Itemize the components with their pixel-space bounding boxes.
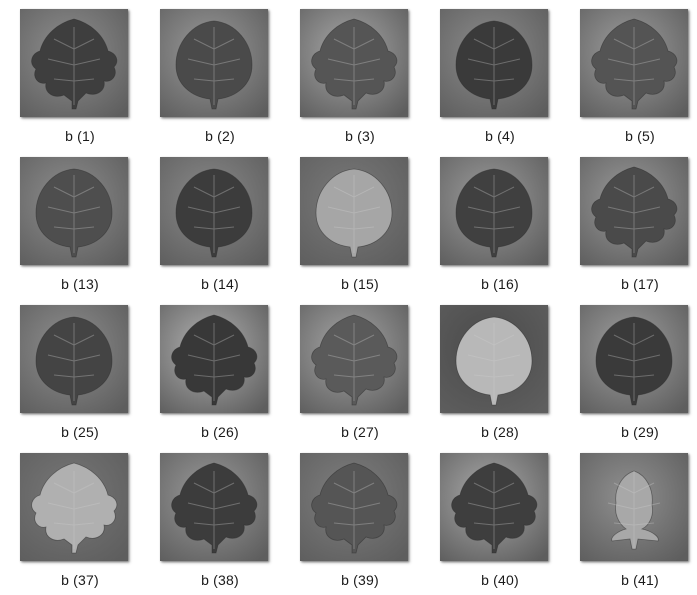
gallery-item[interactable]: b (1): [10, 9, 130, 151]
leaf-thumbnail-image[interactable]: [300, 9, 408, 117]
leaf-thumbnail-image[interactable]: [160, 157, 268, 265]
leaf-thumbnail-image[interactable]: [580, 305, 688, 413]
file-name-label: b (14): [201, 276, 239, 292]
leaf-image: [440, 9, 548, 117]
leaf-image: [580, 305, 688, 413]
file-name-label: b (26): [201, 424, 239, 440]
leaf-image: [20, 9, 128, 117]
leaf-thumbnail-image[interactable]: [580, 453, 688, 561]
file-name-label: b (29): [621, 424, 659, 440]
gallery-item[interactable]: b (38): [150, 453, 270, 595]
leaf-thumbnail-image[interactable]: [580, 157, 688, 265]
leaf-image: [440, 157, 548, 265]
gallery-item[interactable]: b (14): [150, 157, 270, 299]
file-name-label: b (15): [341, 276, 379, 292]
file-name-label: b (2): [205, 128, 235, 144]
gallery-item[interactable]: b (2): [150, 9, 270, 151]
leaf-thumbnail-image[interactable]: [440, 9, 548, 117]
gallery-item[interactable]: b (37): [10, 453, 130, 595]
leaf-image: [20, 157, 128, 265]
gallery-item[interactable]: b (41): [570, 453, 690, 595]
gallery-item[interactable]: b (5): [570, 9, 690, 151]
gallery-item[interactable]: b (26): [150, 305, 270, 447]
leaf-image: [160, 453, 268, 561]
file-name-label: b (25): [61, 424, 99, 440]
leaf-thumbnail-image[interactable]: [160, 305, 268, 413]
gallery-item[interactable]: b (15): [290, 157, 410, 299]
file-name-label: b (41): [621, 572, 659, 588]
leaf-image: [160, 305, 268, 413]
file-name-label: b (40): [481, 572, 519, 588]
gallery-item[interactable]: b (16): [430, 157, 550, 299]
leaf-thumbnail-image[interactable]: [440, 305, 548, 413]
gallery-item[interactable]: b (28): [430, 305, 550, 447]
file-name-label: b (37): [61, 572, 99, 588]
file-name-label: b (1): [65, 128, 95, 144]
file-name-label: b (16): [481, 276, 519, 292]
leaf-image: [300, 453, 408, 561]
gallery-item[interactable]: b (40): [430, 453, 550, 595]
file-name-label: b (28): [481, 424, 519, 440]
leaf-image: [20, 453, 128, 561]
leaf-image: [440, 453, 548, 561]
leaf-image: [20, 305, 128, 413]
leaf-thumbnail-image[interactable]: [160, 453, 268, 561]
leaf-image: [160, 9, 268, 117]
leaf-thumbnail-image[interactable]: [300, 157, 408, 265]
file-name-label: b (4): [485, 128, 515, 144]
leaf-image: [580, 157, 688, 265]
file-name-label: b (3): [345, 128, 375, 144]
gallery-item[interactable]: b (25): [10, 305, 130, 447]
file-name-label: b (27): [341, 424, 379, 440]
gallery-item[interactable]: b (29): [570, 305, 690, 447]
leaf-image: [300, 9, 408, 117]
leaf-thumbnail-image[interactable]: [160, 9, 268, 117]
gallery-item[interactable]: b (13): [10, 157, 130, 299]
leaf-thumbnail-image[interactable]: [20, 9, 128, 117]
leaf-thumbnail-image[interactable]: [20, 157, 128, 265]
leaf-image: [440, 305, 548, 413]
leaf-thumbnail-image[interactable]: [300, 305, 408, 413]
leaf-image: [300, 305, 408, 413]
leaf-image: [160, 157, 268, 265]
gallery-item[interactable]: b (4): [430, 9, 550, 151]
leaf-thumbnail-image[interactable]: [20, 453, 128, 561]
leaf-thumbnail-image[interactable]: [20, 305, 128, 413]
file-name-label: b (38): [201, 572, 239, 588]
leaf-thumbnail-image[interactable]: [440, 453, 548, 561]
gallery-item[interactable]: b (39): [290, 453, 410, 595]
file-name-label: b (39): [341, 572, 379, 588]
leaf-thumbnail-image[interactable]: [440, 157, 548, 265]
leaf-thumbnail-image[interactable]: [300, 453, 408, 561]
gallery-item[interactable]: b (17): [570, 157, 690, 299]
leaf-thumbnail-image[interactable]: [580, 9, 688, 117]
gallery-item[interactable]: b (3): [290, 9, 410, 151]
file-name-label: b (17): [621, 276, 659, 292]
leaf-image: [580, 9, 688, 117]
gallery-item[interactable]: b (27): [290, 305, 410, 447]
file-name-label: b (13): [61, 276, 99, 292]
leaf-image: [300, 157, 408, 265]
leaf-image: [580, 453, 688, 561]
file-name-label: b (5): [625, 128, 655, 144]
